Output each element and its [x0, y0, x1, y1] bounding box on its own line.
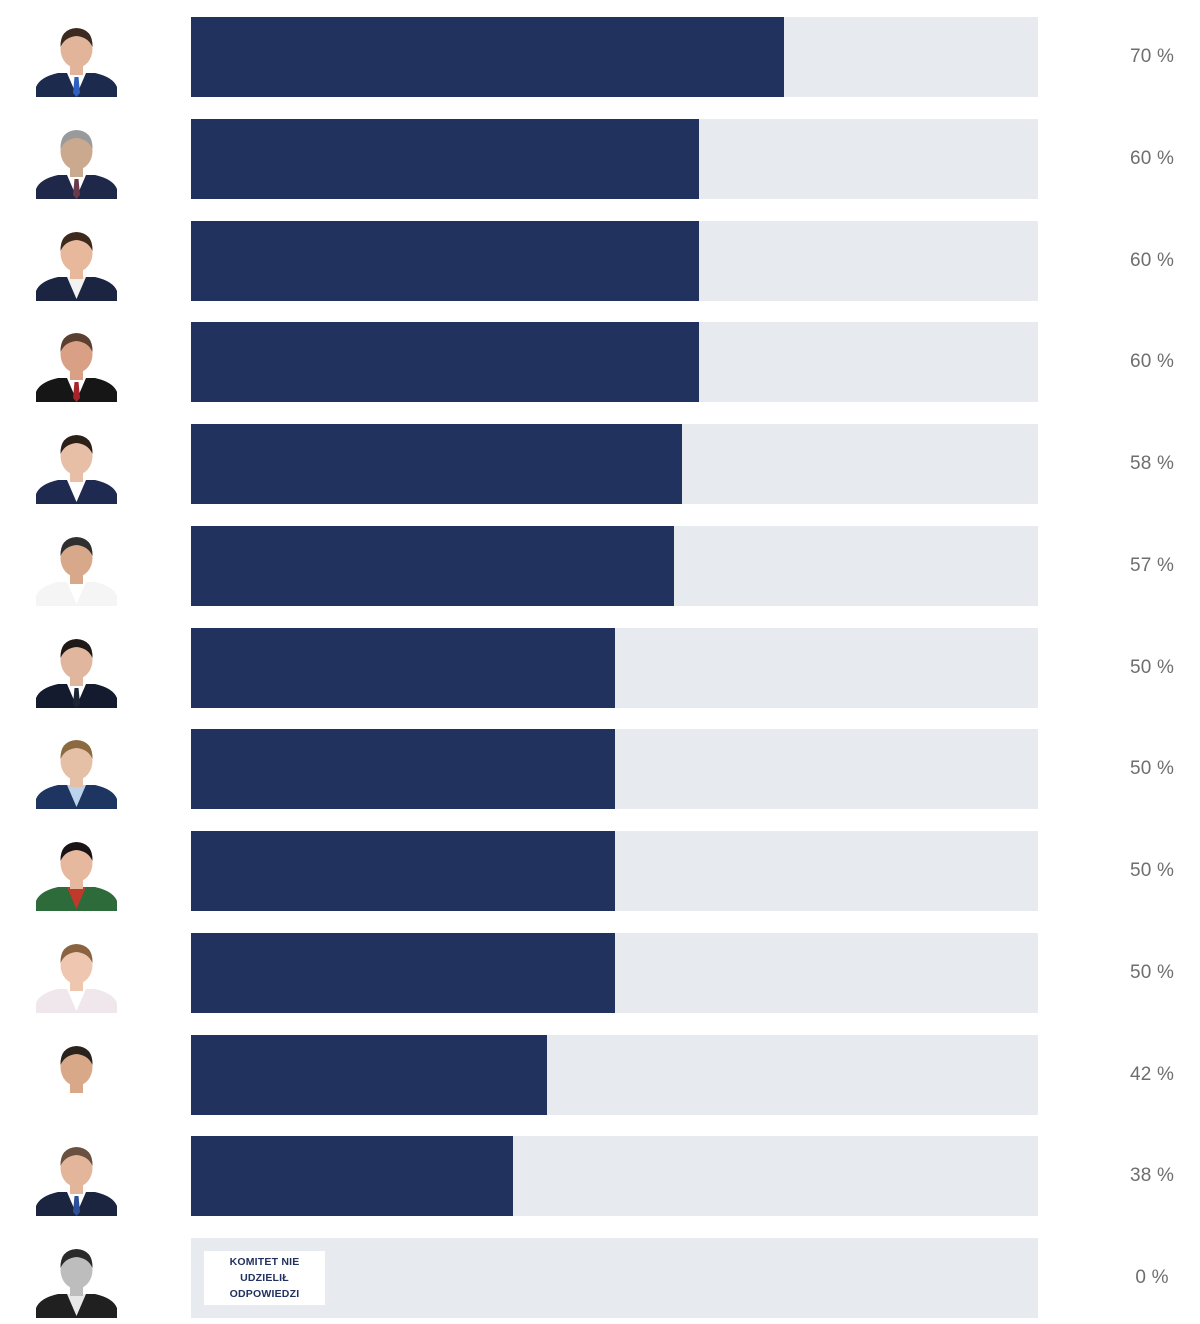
percentage-label: 50 %: [1129, 860, 1175, 881]
candidate-portrait-icon: [36, 1136, 117, 1217]
no-response-line: ODPOWIEDZI: [229, 1288, 300, 1300]
bar-fill: [191, 1034, 547, 1115]
bar-fill: [191, 220, 700, 301]
chart-row: 58 %: [0, 424, 1200, 504]
chart-row: 57 %: [0, 525, 1200, 606]
percentage-label: 60 %: [1129, 351, 1175, 373]
chart-row: 60 %: [0, 118, 1200, 199]
bar-fill: [191, 322, 700, 403]
candidate-portrait-icon: [36, 17, 117, 97]
candidate-portrait-icon: [36, 932, 117, 1013]
candidate-portrait-icon: [36, 831, 117, 911]
percentage-label: 57 %: [1129, 554, 1175, 576]
percentage-label: 50 %: [1129, 758, 1175, 780]
percentage-label: 70 %: [1129, 46, 1175, 67]
no-response-badge: KOMITET NIE UDZIELIŁ ODPOWIEDZI: [204, 1251, 325, 1305]
bar-fill: [191, 1136, 513, 1217]
bar-fill: [191, 627, 615, 708]
chart-row: 50 %: [0, 627, 1200, 708]
percentage-label: 50 %: [1129, 656, 1175, 678]
bar-track: [191, 1034, 1038, 1115]
bar-track: [191, 424, 1038, 504]
bar-fill: [191, 118, 700, 199]
no-response-line: UDZIELIŁ: [240, 1272, 289, 1284]
bar-track: [191, 729, 1038, 810]
percentage-label: 60 %: [1129, 249, 1175, 271]
candidate-portrait-icon: [36, 322, 117, 403]
chart-row: KOMITET NIE UDZIELIŁ ODPOWIEDZI 0 %: [0, 1238, 1200, 1318]
chart-row: 50 %: [0, 831, 1200, 911]
chart-row: 42 %: [0, 1034, 1200, 1115]
bar-track: [191, 1136, 1038, 1217]
bar-track: [191, 220, 1038, 301]
bar-track: [191, 627, 1038, 708]
percentage-label: 42 %: [1129, 1063, 1175, 1085]
candidate-portrait-icon: [36, 1238, 117, 1318]
bar-track: [191, 831, 1038, 911]
candidate-portrait-icon: [36, 424, 117, 504]
candidate-portrait-icon: [36, 1034, 117, 1115]
percentage-label: 0 %: [1135, 1267, 1169, 1288]
percentage-label: 38 %: [1129, 1165, 1175, 1187]
bar-track: [191, 322, 1038, 403]
candidate-portrait-icon: [36, 220, 117, 301]
bar-track: [191, 118, 1038, 199]
chart-row: 70 %: [0, 17, 1200, 97]
candidate-portrait-icon: [36, 525, 117, 606]
chart-row: 60 %: [0, 220, 1200, 301]
bar-track: [191, 525, 1038, 606]
percentage-label: 50 %: [1129, 961, 1175, 983]
candidate-portrait-icon: [36, 627, 117, 708]
percentage-label: 58 %: [1129, 453, 1175, 474]
candidate-portrait-icon: [36, 729, 117, 810]
chart-row: 50 %: [0, 932, 1200, 1013]
bar-fill: [191, 831, 615, 911]
chart-row: 50 %: [0, 729, 1200, 810]
bar-fill: [191, 525, 674, 606]
bar-track: KOMITET NIE UDZIELIŁ ODPOWIEDZI: [191, 1238, 1038, 1318]
bar-fill: [191, 932, 615, 1013]
bar-fill: [191, 729, 615, 810]
bar-track: [191, 932, 1038, 1013]
bar-fill: [191, 424, 683, 504]
bar-track: [191, 17, 1038, 97]
chart-row: 60 %: [0, 322, 1200, 403]
bar-fill: [191, 17, 784, 97]
no-response-line: KOMITET NIE: [229, 1256, 300, 1268]
chart-row: 38 %: [0, 1136, 1200, 1217]
percentage-label: 60 %: [1129, 147, 1175, 169]
candidate-portrait-icon: [36, 118, 117, 199]
